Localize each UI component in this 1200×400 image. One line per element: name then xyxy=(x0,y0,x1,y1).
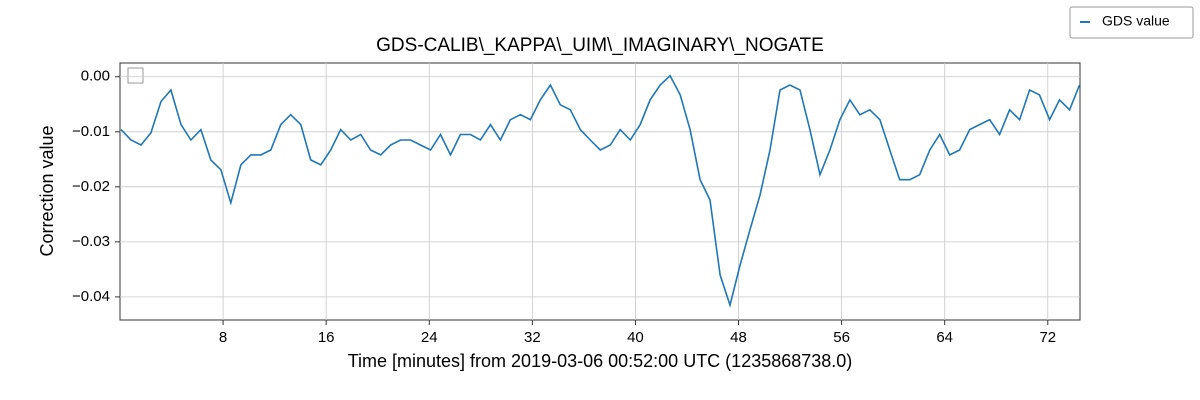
x-tick-label: 24 xyxy=(421,329,438,346)
empty-legend xyxy=(127,67,144,84)
x-axis-label: Time [minutes] from 2019-03-06 00:52:00 … xyxy=(348,351,853,371)
y-tick-label: −0.04 xyxy=(72,288,110,305)
x-tick-label: 40 xyxy=(627,329,644,346)
x-tick-label: 72 xyxy=(1039,329,1056,346)
chart-title: GDS-CALIB\_KAPPA\_UIM\_IMAGINARY\_NOGATE xyxy=(376,35,824,56)
x-tick-label: 32 xyxy=(524,329,541,346)
y-tick-label: 0.00 xyxy=(81,68,110,85)
x-tick-label: 64 xyxy=(936,329,953,346)
x-tick-label: 16 xyxy=(318,329,335,346)
data-line xyxy=(120,74,1081,308)
plot-frame xyxy=(119,62,1081,321)
y-tick-label: −0.03 xyxy=(72,233,110,250)
legend-label: GDS value xyxy=(1102,13,1170,29)
y-tick-label: −0.01 xyxy=(72,123,110,140)
y-axis-label: Correction value xyxy=(37,125,57,256)
x-tick-label: 48 xyxy=(730,329,747,346)
y-tick-label: −0.02 xyxy=(72,178,110,195)
x-tick-label: 8 xyxy=(219,329,227,346)
legend xyxy=(1069,6,1194,39)
x-tick-label: 56 xyxy=(833,329,850,346)
